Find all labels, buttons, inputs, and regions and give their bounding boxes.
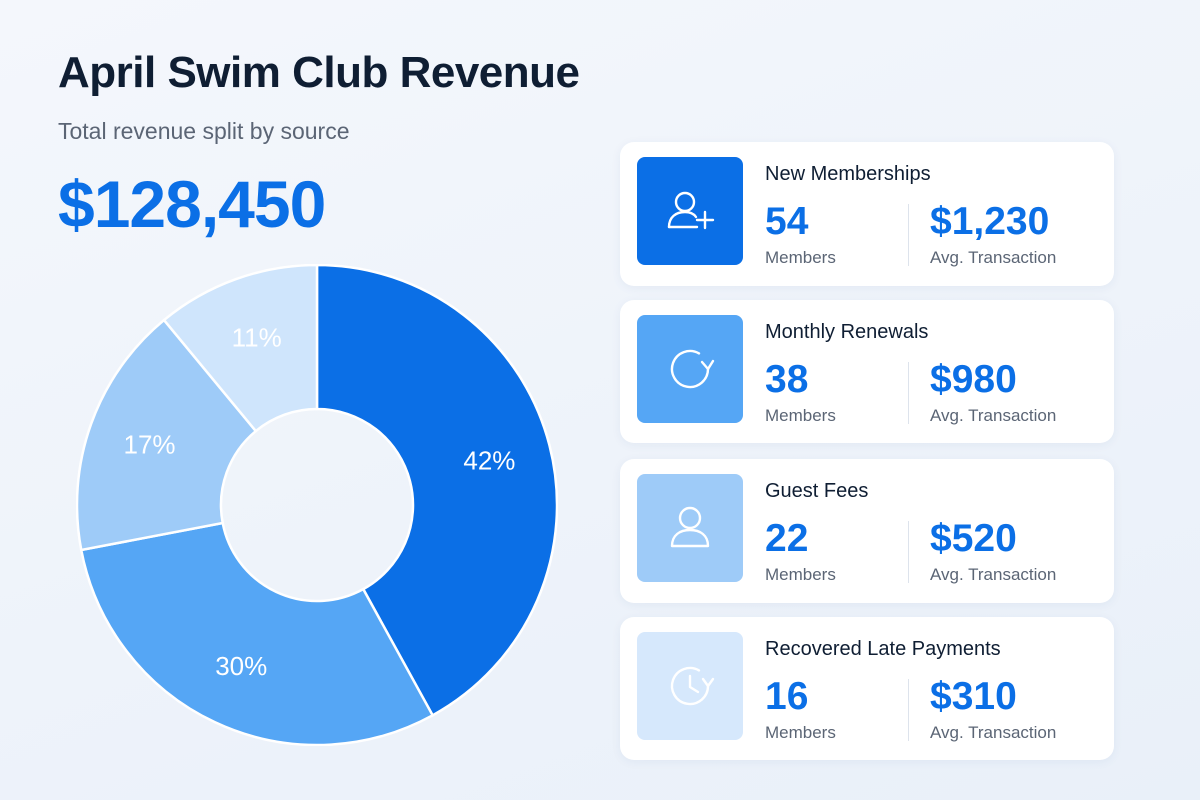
donut-slice-new-memberships: [315, 264, 558, 718]
slice-label-new-memberships: 42%: [463, 446, 515, 476]
revenue-donut-chart: 42% 30% 17% 11%: [76, 264, 558, 746]
page-title: April Swim Club Revenue: [58, 48, 580, 97]
card-title: New Memberships: [765, 163, 931, 185]
page-subtitle: Total revenue split by source: [58, 118, 350, 144]
slice-label-recovered-late-payments: 11%: [232, 323, 282, 353]
members-value: 38: [765, 358, 809, 401]
card-title: Monthly Renewals: [765, 321, 929, 343]
card-monthly-renewals: Monthly Renewals 38 Members $980 Avg. Tr…: [620, 300, 1114, 443]
donut-slice-recovered-late-payments: [162, 264, 319, 433]
members-label: Members: [765, 723, 836, 742]
card-title: Recovered Late Payments: [765, 638, 1001, 660]
avg-transaction-label: Avg. Transaction: [930, 565, 1057, 584]
slice-label-guest-fees: 17%: [123, 430, 175, 460]
card-guest-fees: Guest Fees 22 Members $520 Avg. Transact…: [620, 459, 1114, 603]
donut-slice-monthly-renewals: [79, 521, 435, 746]
avg-transaction-value: $1,230: [930, 200, 1050, 243]
stat-divider: [908, 204, 909, 266]
card-recovered-late-payments: Recovered Late Payments 16 Members $310 …: [620, 617, 1114, 760]
revenue-source-cards: New Memberships 54 Members $1,230 Avg. T…: [620, 142, 1114, 774]
slice-label-monthly-renewals: 30%: [215, 651, 267, 681]
members-label: Members: [765, 248, 836, 267]
avg-transaction-value: $520: [930, 517, 1017, 560]
avg-transaction-label: Avg. Transaction: [930, 723, 1057, 742]
card-new-memberships: New Memberships 54 Members $1,230 Avg. T…: [620, 142, 1114, 286]
avg-transaction-value: $980: [930, 358, 1017, 401]
refresh-icon: [637, 315, 743, 423]
avg-transaction-label: Avg. Transaction: [930, 248, 1057, 267]
members-label: Members: [765, 565, 836, 584]
avg-transaction-label: Avg. Transaction: [930, 406, 1057, 425]
members-value: 54: [765, 200, 809, 243]
stat-divider: [908, 679, 909, 741]
members-value: 16: [765, 675, 809, 718]
stat-divider: [908, 521, 909, 583]
members-label: Members: [765, 406, 836, 425]
card-title: Guest Fees: [765, 480, 869, 502]
donut-svg: 42% 30% 17% 11%: [76, 264, 558, 746]
members-value: 22: [765, 517, 809, 560]
user-plus-icon: [637, 157, 743, 265]
avg-transaction-value: $310: [930, 675, 1017, 718]
user-icon: [637, 474, 743, 582]
stat-divider: [908, 362, 909, 424]
clock-icon: [637, 632, 743, 740]
total-revenue: $128,450: [58, 167, 326, 241]
